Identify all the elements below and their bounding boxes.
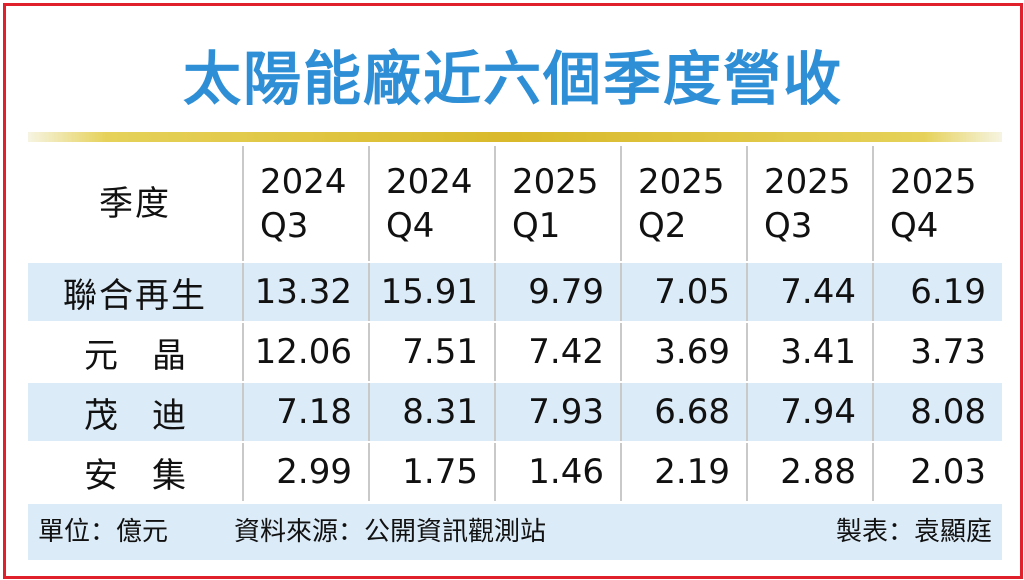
header-col-6: 2025 Q4 (874, 146, 1002, 261)
header-col-5: 2025 Q3 (748, 146, 874, 261)
value-cell: 6.19 (910, 272, 986, 312)
chart-frame: 太陽能廠近六個季度營收 季度 2024 Q3 2024 Q4 2025 Q1 2… (3, 3, 1023, 579)
header-quarter: Q2 (638, 205, 687, 246)
value-cell: 1.46 (496, 443, 622, 501)
header-quarter: Q3 (764, 205, 813, 246)
table-row: 茂迪 7.18 8.31 7.93 6.68 7.94 8.08 (28, 383, 1002, 441)
company-name: 安集 (28, 443, 244, 501)
company-name: 元晶 (28, 323, 244, 381)
value-cell: 7.93 (496, 383, 622, 441)
header-year: 2025 (764, 161, 851, 202)
header-label-text: 季度 (99, 183, 171, 224)
value-cell: 7.18 (244, 383, 370, 441)
footer-bar: 單位：億元 資料來源：公開資訊觀測站 製表：袁顯庭 (28, 504, 1002, 560)
company-name: 茂迪 (28, 383, 244, 441)
table-row: 安集 2.99 1.75 1.46 2.19 2.88 2.03 (28, 443, 1002, 501)
header-year: 2025 (890, 161, 977, 202)
value-cell: 7.42 (496, 323, 622, 381)
maker-credit: 製表：袁顯庭 (835, 517, 992, 547)
value-cell: 3.41 (748, 323, 874, 381)
value-cell: 1.75 (370, 443, 496, 501)
header-col-3: 2025 Q1 (496, 146, 622, 261)
company-name-text: 安集 (84, 455, 220, 496)
value-cell: 3.69 (622, 323, 748, 381)
company-name: 聯合再生 (28, 263, 244, 321)
value-cell: 8.08 (910, 392, 986, 432)
source-note: 資料來源：公開資訊觀測站 (234, 517, 547, 547)
header-year: 2024 (260, 161, 347, 202)
table-row: 元晶 12.06 7.51 7.42 3.69 3.41 3.73 (28, 323, 1002, 381)
value-cell: 12.06 (244, 323, 370, 381)
header-year: 2025 (512, 161, 599, 202)
header-quarter: Q4 (890, 205, 939, 246)
value-cell: 9.79 (496, 263, 622, 321)
unit-note: 單位：億元 (38, 517, 169, 547)
title-underline (28, 132, 1002, 142)
table-header-row: 季度 2024 Q3 2024 Q4 2025 Q1 2025 Q2 2025 … (28, 146, 1002, 261)
header-label: 季度 (28, 146, 244, 261)
table-row: 聯合再生 13.32 15.91 9.79 7.05 7.44 6.19 (28, 263, 1002, 321)
value-cell: 8.31 (370, 383, 496, 441)
header-year: 2025 (638, 161, 725, 202)
header-quarter: Q4 (386, 205, 435, 246)
header-col-2: 2024 Q4 (370, 146, 496, 261)
value-cell: 2.03 (910, 452, 986, 492)
value-cell: 3.73 (910, 332, 986, 372)
value-cell: 7.05 (622, 263, 748, 321)
header-year: 2024 (386, 161, 473, 202)
value-cell: 2.19 (622, 443, 748, 501)
company-name-text: 茂迪 (84, 395, 220, 436)
value-cell: 7.51 (370, 323, 496, 381)
value-cell: 2.88 (748, 443, 874, 501)
value-cell: 13.32 (244, 263, 370, 321)
header-quarter: Q1 (512, 205, 561, 246)
value-cell: 15.91 (370, 263, 496, 321)
company-name-text: 聯合再生 (63, 275, 207, 316)
header-col-1: 2024 Q3 (244, 146, 370, 261)
value-cell: 6.68 (622, 383, 748, 441)
value-cell: 7.44 (748, 263, 874, 321)
chart-title: 太陽能廠近六個季度營收 (182, 45, 843, 113)
company-name-text: 元晶 (84, 335, 220, 376)
value-cell: 7.94 (748, 383, 874, 441)
header-col-4: 2025 Q2 (622, 146, 748, 261)
header-quarter: Q3 (260, 205, 309, 246)
value-cell: 2.99 (244, 443, 370, 501)
